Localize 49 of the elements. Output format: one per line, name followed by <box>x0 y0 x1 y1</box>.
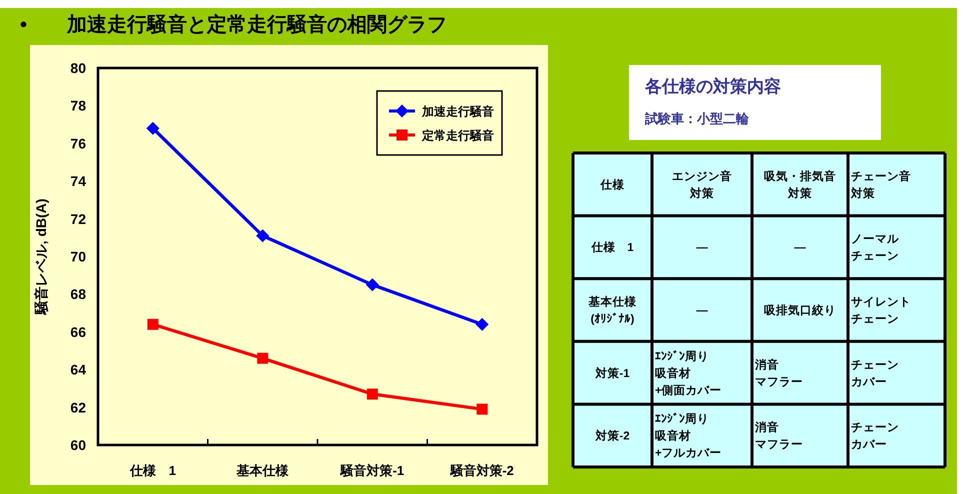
y-axis-title: 騒音レベル, dB(A) <box>33 198 49 316</box>
y-tick-label: 72 <box>70 210 86 227</box>
chart-title: • 加速走行騒音と定常走行騒音の相関グラフ <box>20 13 448 36</box>
text: ｴﾝｼﾞﾝ周り吸音材+フルカバー <box>655 412 722 460</box>
text: — <box>696 242 708 254</box>
x-tick-label: 騒音対策-2 <box>449 463 514 478</box>
text: チェーンカバー <box>851 422 899 452</box>
point <box>146 122 160 135</box>
text: 消音マフラー <box>754 357 803 388</box>
text: 試験車：小型二輪 <box>644 111 750 126</box>
text: 基本仕様(ｵﾘｼﾞﾅﾙ) <box>588 294 638 326</box>
y-tick-label: 62 <box>70 399 86 416</box>
text: — <box>794 242 806 254</box>
text: チェーンカバー <box>851 359 899 388</box>
point <box>366 278 379 292</box>
text: — <box>696 305 708 317</box>
legend-label: 定常走行騒音 <box>421 128 494 142</box>
point <box>476 404 488 415</box>
point <box>256 229 270 242</box>
point <box>476 318 489 331</box>
text: エンジン音対策 <box>672 168 732 200</box>
text: 各仕様の対策内容 <box>644 77 781 96</box>
text: チェーン音対策 <box>850 168 911 200</box>
point <box>147 318 158 330</box>
text: 吸排気口絞り <box>764 303 836 317</box>
text: ノーマルチェーン <box>851 234 900 263</box>
point <box>366 388 378 400</box>
y-tick-label: 68 <box>70 286 86 302</box>
y-tick-label: 70 <box>70 248 86 264</box>
point <box>257 352 268 364</box>
y-tick-label: 74 <box>70 173 86 190</box>
text: 消音マフラー <box>754 420 803 452</box>
legend-label: 加速走行騒音 <box>421 104 494 118</box>
text: 仕様 1 <box>590 240 634 254</box>
text: サイレントチェーン <box>851 296 911 326</box>
x-tick-label: 仕様 1 <box>128 463 176 478</box>
x-tick-label: 騒音対策-1 <box>340 463 404 478</box>
y-tick-label: 60 <box>70 437 86 453</box>
y-tick-label: 64 <box>70 362 86 378</box>
text: 吸気・排気音対策 <box>764 168 836 200</box>
y-tick-label: 78 <box>70 98 86 114</box>
y-tick-label: 80 <box>70 60 86 76</box>
y-tick-label: 66 <box>70 324 86 340</box>
x-tick-label: 基本仕様 <box>236 463 290 478</box>
text: 仕様 <box>600 177 626 192</box>
text: ｴﾝｼﾞﾝ周り吸音材+側面カバー <box>655 348 722 397</box>
text: 対策-1 <box>594 366 630 380</box>
y-tick-label: 76 <box>70 135 86 152</box>
text: 対策-2 <box>594 428 630 443</box>
